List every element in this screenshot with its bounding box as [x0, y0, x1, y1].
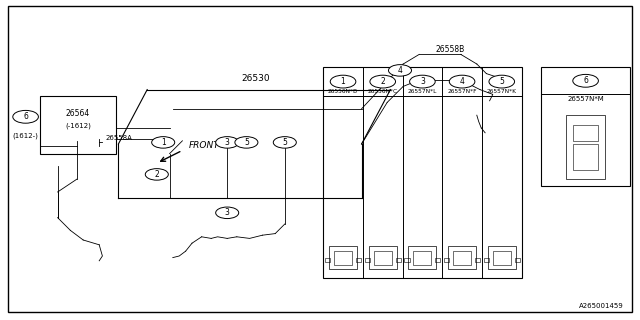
Bar	[396, 258, 401, 262]
Text: 26530: 26530	[242, 74, 270, 83]
Text: 5: 5	[499, 77, 504, 86]
Text: A265001459: A265001459	[579, 303, 624, 309]
Text: 3: 3	[225, 138, 230, 147]
Bar	[435, 258, 440, 262]
Text: 4: 4	[460, 77, 465, 86]
Circle shape	[273, 137, 296, 148]
Circle shape	[145, 169, 168, 180]
Text: 5: 5	[244, 138, 249, 147]
Bar	[369, 246, 397, 269]
Text: 6: 6	[23, 112, 28, 121]
Bar	[356, 258, 361, 262]
Bar	[404, 258, 410, 262]
Text: FRONT: FRONT	[189, 141, 220, 150]
Circle shape	[573, 74, 598, 87]
Text: (-1612): (-1612)	[65, 123, 91, 129]
Bar	[413, 251, 431, 265]
Bar	[323, 67, 522, 278]
Bar	[40, 96, 116, 154]
Bar	[448, 246, 476, 269]
Bar	[573, 144, 598, 170]
Text: 2: 2	[154, 170, 159, 179]
Text: 1: 1	[161, 138, 166, 147]
Bar	[488, 246, 516, 269]
Circle shape	[216, 137, 239, 148]
Bar	[365, 258, 370, 262]
Circle shape	[489, 75, 515, 88]
Text: 26557N*L: 26557N*L	[408, 89, 437, 94]
Text: 26558B: 26558B	[435, 45, 465, 54]
Text: 26564: 26564	[66, 109, 90, 118]
Bar	[515, 258, 520, 262]
Bar	[541, 67, 630, 186]
Circle shape	[152, 137, 175, 148]
Circle shape	[410, 75, 435, 88]
Circle shape	[370, 75, 396, 88]
Text: (1612-): (1612-)	[13, 133, 38, 139]
Circle shape	[13, 110, 38, 123]
Bar	[325, 258, 330, 262]
Text: 26557N*K: 26557N*K	[487, 89, 516, 94]
Text: 26556N*B: 26556N*B	[328, 89, 358, 94]
Text: 26556N*C: 26556N*C	[367, 89, 398, 94]
Text: 26558A: 26558A	[106, 135, 132, 140]
Bar	[566, 115, 605, 179]
Text: 6: 6	[583, 76, 588, 85]
Circle shape	[216, 207, 239, 219]
Text: 2: 2	[380, 77, 385, 86]
Bar	[334, 251, 352, 265]
Text: 1: 1	[340, 77, 346, 86]
Bar	[408, 246, 436, 269]
Bar	[493, 251, 511, 265]
Text: 3: 3	[420, 77, 425, 86]
Bar	[329, 246, 357, 269]
Text: 26557N*M: 26557N*M	[567, 96, 604, 102]
Text: 4: 4	[397, 66, 403, 75]
Circle shape	[449, 75, 475, 88]
Text: 5: 5	[282, 138, 287, 147]
Bar	[374, 251, 392, 265]
Bar	[453, 251, 471, 265]
Circle shape	[235, 137, 258, 148]
Bar	[484, 258, 489, 262]
Bar	[444, 258, 449, 262]
Circle shape	[388, 65, 412, 76]
Bar	[573, 125, 598, 141]
Bar	[475, 258, 480, 262]
Circle shape	[330, 75, 356, 88]
Text: 26557N*F: 26557N*F	[447, 89, 477, 94]
Text: 3: 3	[225, 208, 230, 217]
